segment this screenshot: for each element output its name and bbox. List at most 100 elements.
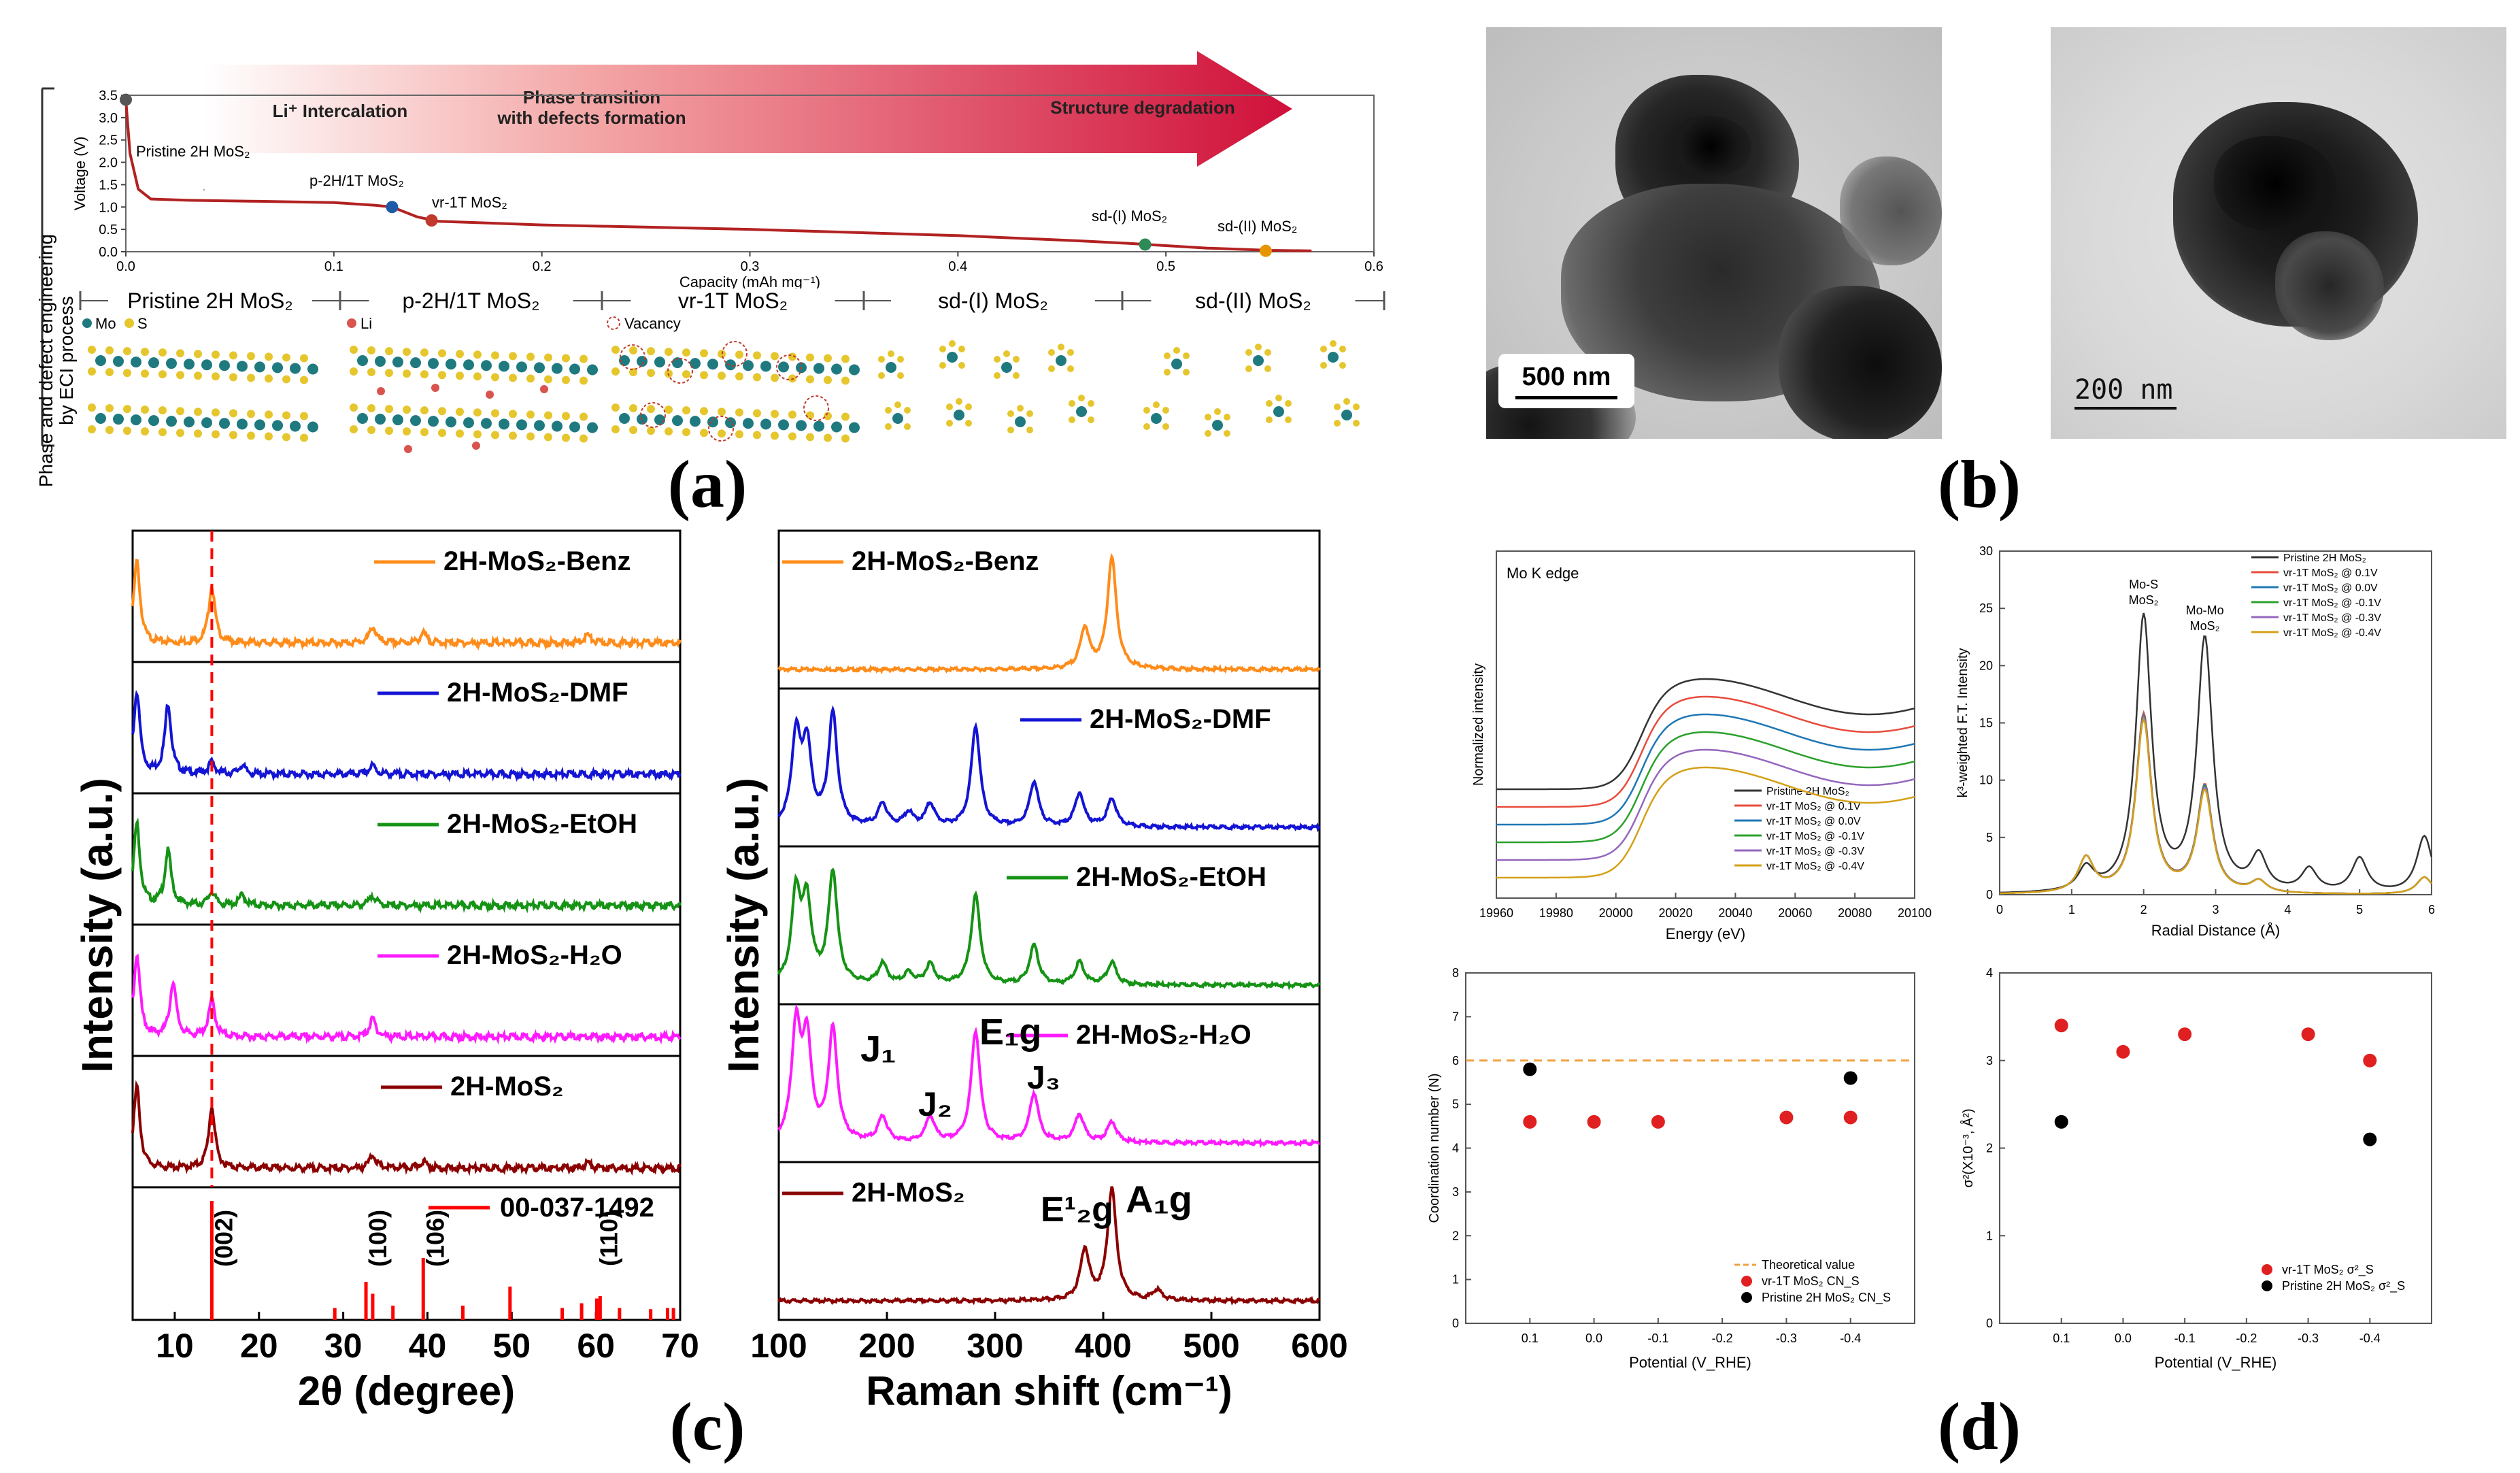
- sulfur-atom: [176, 371, 184, 380]
- molybdenum-atom: [849, 422, 860, 433]
- xanes-x-axis-label: Energy (eV): [1666, 925, 1745, 942]
- sulfur-atom: [1162, 407, 1169, 414]
- sulfur-atom: [1334, 403, 1341, 410]
- phase-label-bg: [891, 288, 1095, 313]
- voltage-y-tick-label: 3.0: [99, 111, 118, 126]
- xrd-series-line: [131, 559, 682, 651]
- coordination-y-axis-label: Coordination number (N): [1427, 1073, 1442, 1223]
- sulfur-atom: [665, 348, 673, 357]
- sulfur-atom: [456, 371, 464, 380]
- sulfur-atom: [509, 352, 517, 361]
- voltage-y-tick-label: 1.0: [99, 200, 118, 215]
- molybdenum-atom: [184, 416, 195, 428]
- sulfur-atom: [579, 354, 588, 363]
- coordination-y-tick-label: 6: [1452, 1054, 1459, 1067]
- sulfur-atom: [212, 430, 220, 439]
- arrow-stage1: Li⁺ Intercalation: [273, 101, 408, 121]
- debye-waller-data-point: [2178, 1027, 2192, 1042]
- sulfur-atom: [1183, 352, 1190, 359]
- sulfur-atom: [123, 347, 131, 356]
- exafs-annotation-momo: Mo-Mo: [2186, 603, 2224, 617]
- sulfur-atom: [753, 409, 761, 418]
- sulfur-atom: [1353, 420, 1360, 427]
- sulfur-atom: [897, 372, 904, 379]
- molybdenum-atom: [760, 418, 771, 430]
- raman-legend-label: 2H-MoS₂-EtOH: [1076, 862, 1266, 892]
- exafs-panel: 0 1 2 3 4 5 6 0 5 10 15 20 25 30 Radial Distance (Å) k³…: [1955, 544, 2435, 939]
- sulfur-atom: [806, 375, 814, 384]
- molybdenum-atom: [375, 414, 386, 425]
- molybdenum-atom: [831, 421, 842, 433]
- sulfur-atom: [456, 429, 464, 438]
- sulfur-atom: [105, 426, 114, 435]
- xanes-title: Mo K edge: [1507, 565, 1579, 582]
- scale-bar-label-1: 500 nm: [1522, 363, 1611, 391]
- sulfur-atom: [544, 433, 552, 442]
- molybdenum-atom: [778, 419, 789, 431]
- phase-label-bg: [369, 288, 573, 313]
- sulfur-atom: [904, 423, 911, 430]
- xrd-x-tick-label: 10: [156, 1327, 194, 1365]
- molybdenum-atom: [886, 362, 896, 373]
- sulfur-atom: [282, 433, 290, 442]
- molybdenum-atom: [707, 359, 718, 370]
- voltage-x-tick-label: 0.2: [533, 259, 552, 274]
- sulfur-atom: [1245, 349, 1252, 356]
- coordination-data-point: [1843, 1071, 1858, 1085]
- sulfur-atom: [647, 369, 655, 378]
- molybdenum-atom: [587, 364, 598, 376]
- sulfur-atom: [247, 431, 255, 440]
- coordination-data-point: [1843, 1110, 1858, 1125]
- vacancy-marker: [722, 341, 747, 367]
- sulfur-atom: [123, 369, 131, 378]
- raman-series-line: [777, 1186, 1321, 1306]
- molybdenum-atom: [516, 361, 527, 373]
- sulfur-atom: [385, 427, 393, 435]
- coordination-y-tick-label: 1: [1452, 1273, 1459, 1287]
- molybdenum-atom: [446, 359, 456, 370]
- sulfur-atom: [1143, 407, 1150, 414]
- panel-label-d: (d): [1938, 1389, 2021, 1464]
- sulfur-atom: [438, 349, 446, 358]
- sulfur-atom: [229, 409, 237, 418]
- xrd-x-tick-label: 60: [577, 1327, 615, 1365]
- molybdenum-atom: [619, 413, 630, 424]
- raman-peak-annotation: E¹₂g: [1041, 1190, 1113, 1229]
- sulfur-atom: [788, 410, 796, 419]
- raman-series-line: [777, 552, 1321, 675]
- phase-bar: Pristine 2H MoS₂ p-2H/1T MoS₂ vr-1T MoS₂ sd…: [79, 288, 1385, 313]
- molybdenum-atom: [569, 421, 580, 433]
- sulfur-atom: [473, 408, 482, 417]
- sulfur-atom: [629, 426, 637, 435]
- debye-waller-panel: 0.1 0.0 -0.1 -0.2 -0.3 -0.4 0 1 2 3 4 Potential (V_…: [1960, 966, 2432, 1371]
- sulfur-atom: [158, 370, 167, 379]
- sulfur-atom: [562, 433, 570, 442]
- sulfur-atom: [735, 350, 743, 359]
- sulfur-atom: [456, 408, 464, 416]
- voltage-y-tick-label: 0.5: [99, 222, 118, 237]
- sulfur-atom: [367, 404, 375, 413]
- lithium-atom: [486, 391, 494, 399]
- sulfur-atom: [247, 374, 255, 382]
- exafs-legend-label: vr-1T MoS₂ @ -0.1V: [2283, 597, 2381, 609]
- raman-x-axis-label: Raman shift (cm⁻¹): [866, 1368, 1232, 1414]
- sulfur-atom: [300, 433, 308, 442]
- voltage-y-tick-label: 3.5: [99, 88, 118, 103]
- voltage-plot: Pristine 2H MoS₂ p-2H/1T MoS₂ vr-1T MoS₂ sd…: [120, 93, 1312, 257]
- debye-waller-x-tick-label: 0.1: [2053, 1331, 2070, 1345]
- raman-series-line: [777, 1004, 1320, 1148]
- sulfur-atom: [1205, 414, 1211, 420]
- sulfur-atom: [420, 370, 429, 379]
- debye-waller-y-tick-label: 3: [1986, 1054, 1993, 1067]
- sulfur-atom: [438, 429, 446, 437]
- molybdenum-atom: [113, 356, 124, 367]
- sulfur-atom: [176, 407, 184, 416]
- molybdenum-atom: [272, 362, 283, 374]
- structure-legend: Mo S Li Vacancy: [82, 315, 681, 332]
- coordination-legend-swatch: [1741, 1292, 1752, 1303]
- sulfur-atom: [385, 405, 393, 414]
- side-label-2: by ECI process: [56, 296, 77, 425]
- coordination-legend-label: Theoretical value: [1762, 1258, 1855, 1272]
- sulfur-atom: [824, 433, 832, 442]
- molybdenum-atom: [552, 363, 562, 374]
